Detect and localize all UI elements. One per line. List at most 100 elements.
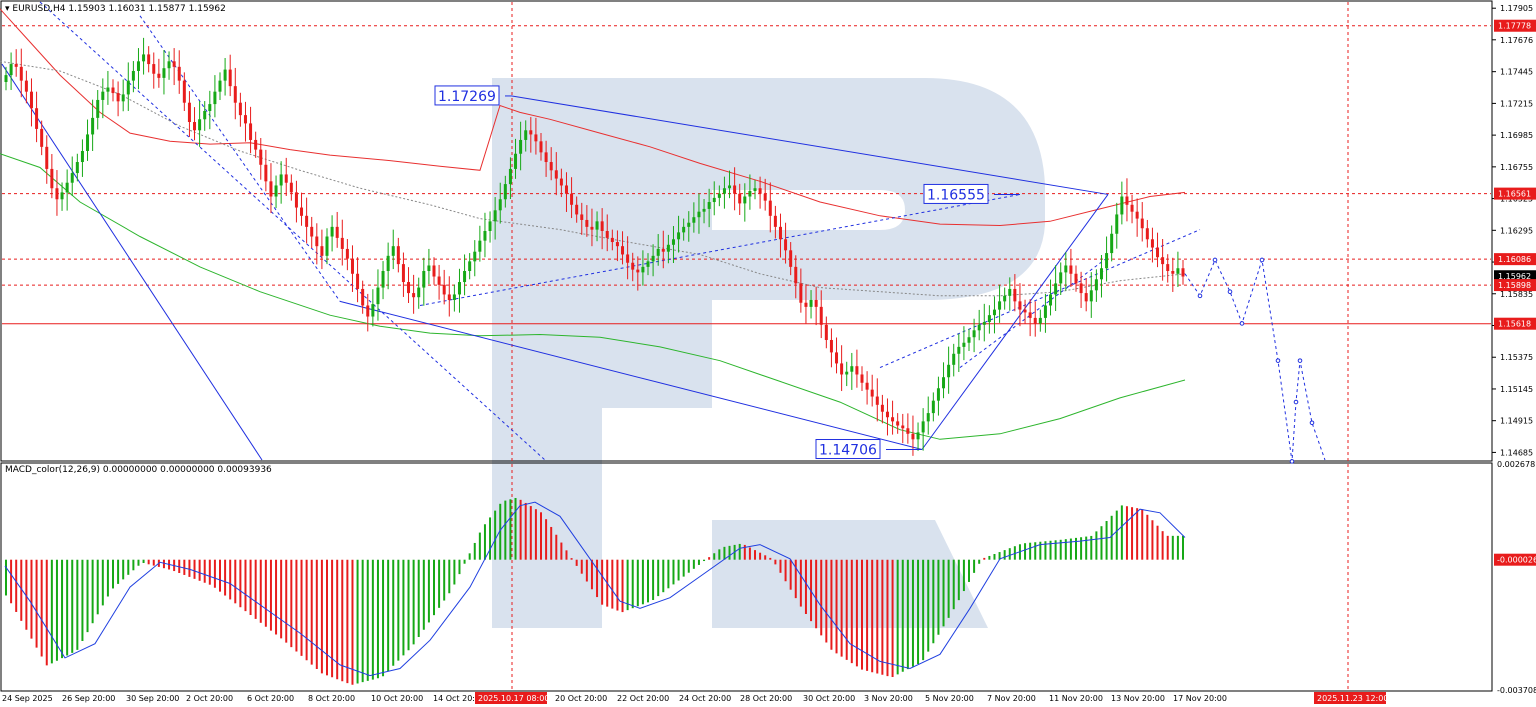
candle-body [671, 239, 675, 245]
candle-body [310, 226, 314, 237]
candle-body [1049, 294, 1053, 306]
candle-body [1079, 283, 1083, 294]
candle-body [870, 389, 874, 397]
candle-body [468, 261, 472, 272]
candle-body [96, 99, 100, 118]
candle-body [733, 185, 737, 194]
macd-pane[interactable] [4, 497, 1186, 685]
candle-body [656, 248, 660, 256]
chart-symbol-header: ▾ EURUSD,H4 1.15903 1.16031 1.15877 1.15… [5, 4, 226, 14]
candle-body [483, 231, 487, 241]
candle-body [987, 315, 991, 323]
candle-body [432, 265, 436, 277]
candle-body [712, 197, 716, 203]
candle-body [1043, 305, 1047, 318]
candle-body [391, 246, 395, 256]
time-tick-label: 13 Nov 20:00 [1111, 694, 1165, 703]
candle-body [371, 304, 375, 317]
candle-body [977, 324, 981, 331]
macd-tick-label: 0.0026781 [1497, 460, 1536, 469]
axis-tick-label: 1.14685 [1500, 448, 1533, 457]
candle-body [24, 80, 28, 92]
candle-body [1105, 253, 1109, 269]
candle-body [1176, 268, 1180, 274]
candle-body [636, 269, 640, 273]
candle-body [478, 240, 482, 252]
candle-body [600, 221, 604, 231]
candle-body [1028, 312, 1032, 318]
candle-body [804, 302, 808, 307]
candle-body [784, 239, 788, 251]
candle-body [193, 122, 197, 131]
candle-body [142, 54, 146, 62]
time-tick-label: 3 Nov 20:00 [864, 694, 913, 703]
annotation-box [434, 85, 500, 106]
candle-body [86, 134, 90, 151]
candle-body [738, 193, 742, 204]
symbol-label: EURUSD,H4 [12, 4, 65, 14]
candle-body [1130, 204, 1134, 212]
axis-tick-label: 1.17445 [1500, 68, 1533, 77]
candle-body [223, 69, 227, 81]
candle-body [534, 134, 538, 142]
candle-body [1156, 247, 1160, 258]
candle-body [447, 294, 451, 300]
candle-body [198, 119, 202, 131]
trendline-lower [339, 300, 923, 451]
candle-body [891, 417, 895, 422]
forecast-node [1239, 321, 1245, 326]
candle-body [1110, 233, 1114, 254]
candle-body [320, 246, 324, 256]
candle-body [1003, 295, 1007, 302]
candle-body [1084, 293, 1088, 302]
candle-body [457, 282, 461, 295]
candle-body [865, 382, 869, 390]
price-pane[interactable]: 1.17269 1.16555 1.14706 [0, 1, 1491, 690]
candle-body [1064, 265, 1068, 273]
candle-body [702, 208, 706, 212]
candle-body [809, 299, 813, 307]
candle-body [763, 193, 767, 201]
time-tick-label: 20 Oct 20:00 [555, 694, 607, 703]
candle-body [529, 130, 533, 135]
forecast-node [1293, 399, 1299, 405]
candle-body [498, 199, 502, 211]
candle-body [473, 251, 477, 262]
candle-body [972, 330, 976, 338]
candle-body [131, 70, 135, 81]
candle-body [967, 337, 971, 343]
candle-body [305, 215, 309, 227]
candle-body [615, 242, 619, 247]
forecast-node [1309, 420, 1315, 426]
time-tick-label: 7 Nov 20:00 [987, 694, 1036, 703]
candle-body [167, 61, 171, 69]
candle-body [992, 309, 996, 316]
candle-body [789, 250, 793, 267]
candle-body [407, 282, 411, 294]
candle-body [835, 352, 839, 364]
candle-body [1008, 288, 1012, 296]
candle-body [335, 226, 339, 238]
candle-body [14, 64, 18, 67]
candle-body [880, 404, 884, 412]
candle-body [172, 61, 176, 67]
time-tick-label: 10 Oct 20:00 [371, 694, 423, 703]
candle-body [40, 128, 44, 147]
candle-body [559, 178, 563, 186]
candle-body [962, 342, 966, 347]
candle-body [1140, 218, 1144, 229]
candle-body [274, 185, 278, 197]
candle-body [605, 231, 609, 238]
candle-body [840, 363, 844, 375]
candle-body [677, 232, 681, 240]
trendline-down [1, 63, 263, 461]
candle-body [661, 248, 665, 252]
candle-body [819, 306, 823, 325]
candle-body [1125, 196, 1129, 205]
candle-body [850, 366, 854, 372]
candle-body [121, 94, 125, 102]
annotation-text: 1.14706 [819, 443, 877, 459]
time-tick-label: 26 Sep 20:00 [62, 694, 115, 703]
candle-body [381, 271, 385, 288]
